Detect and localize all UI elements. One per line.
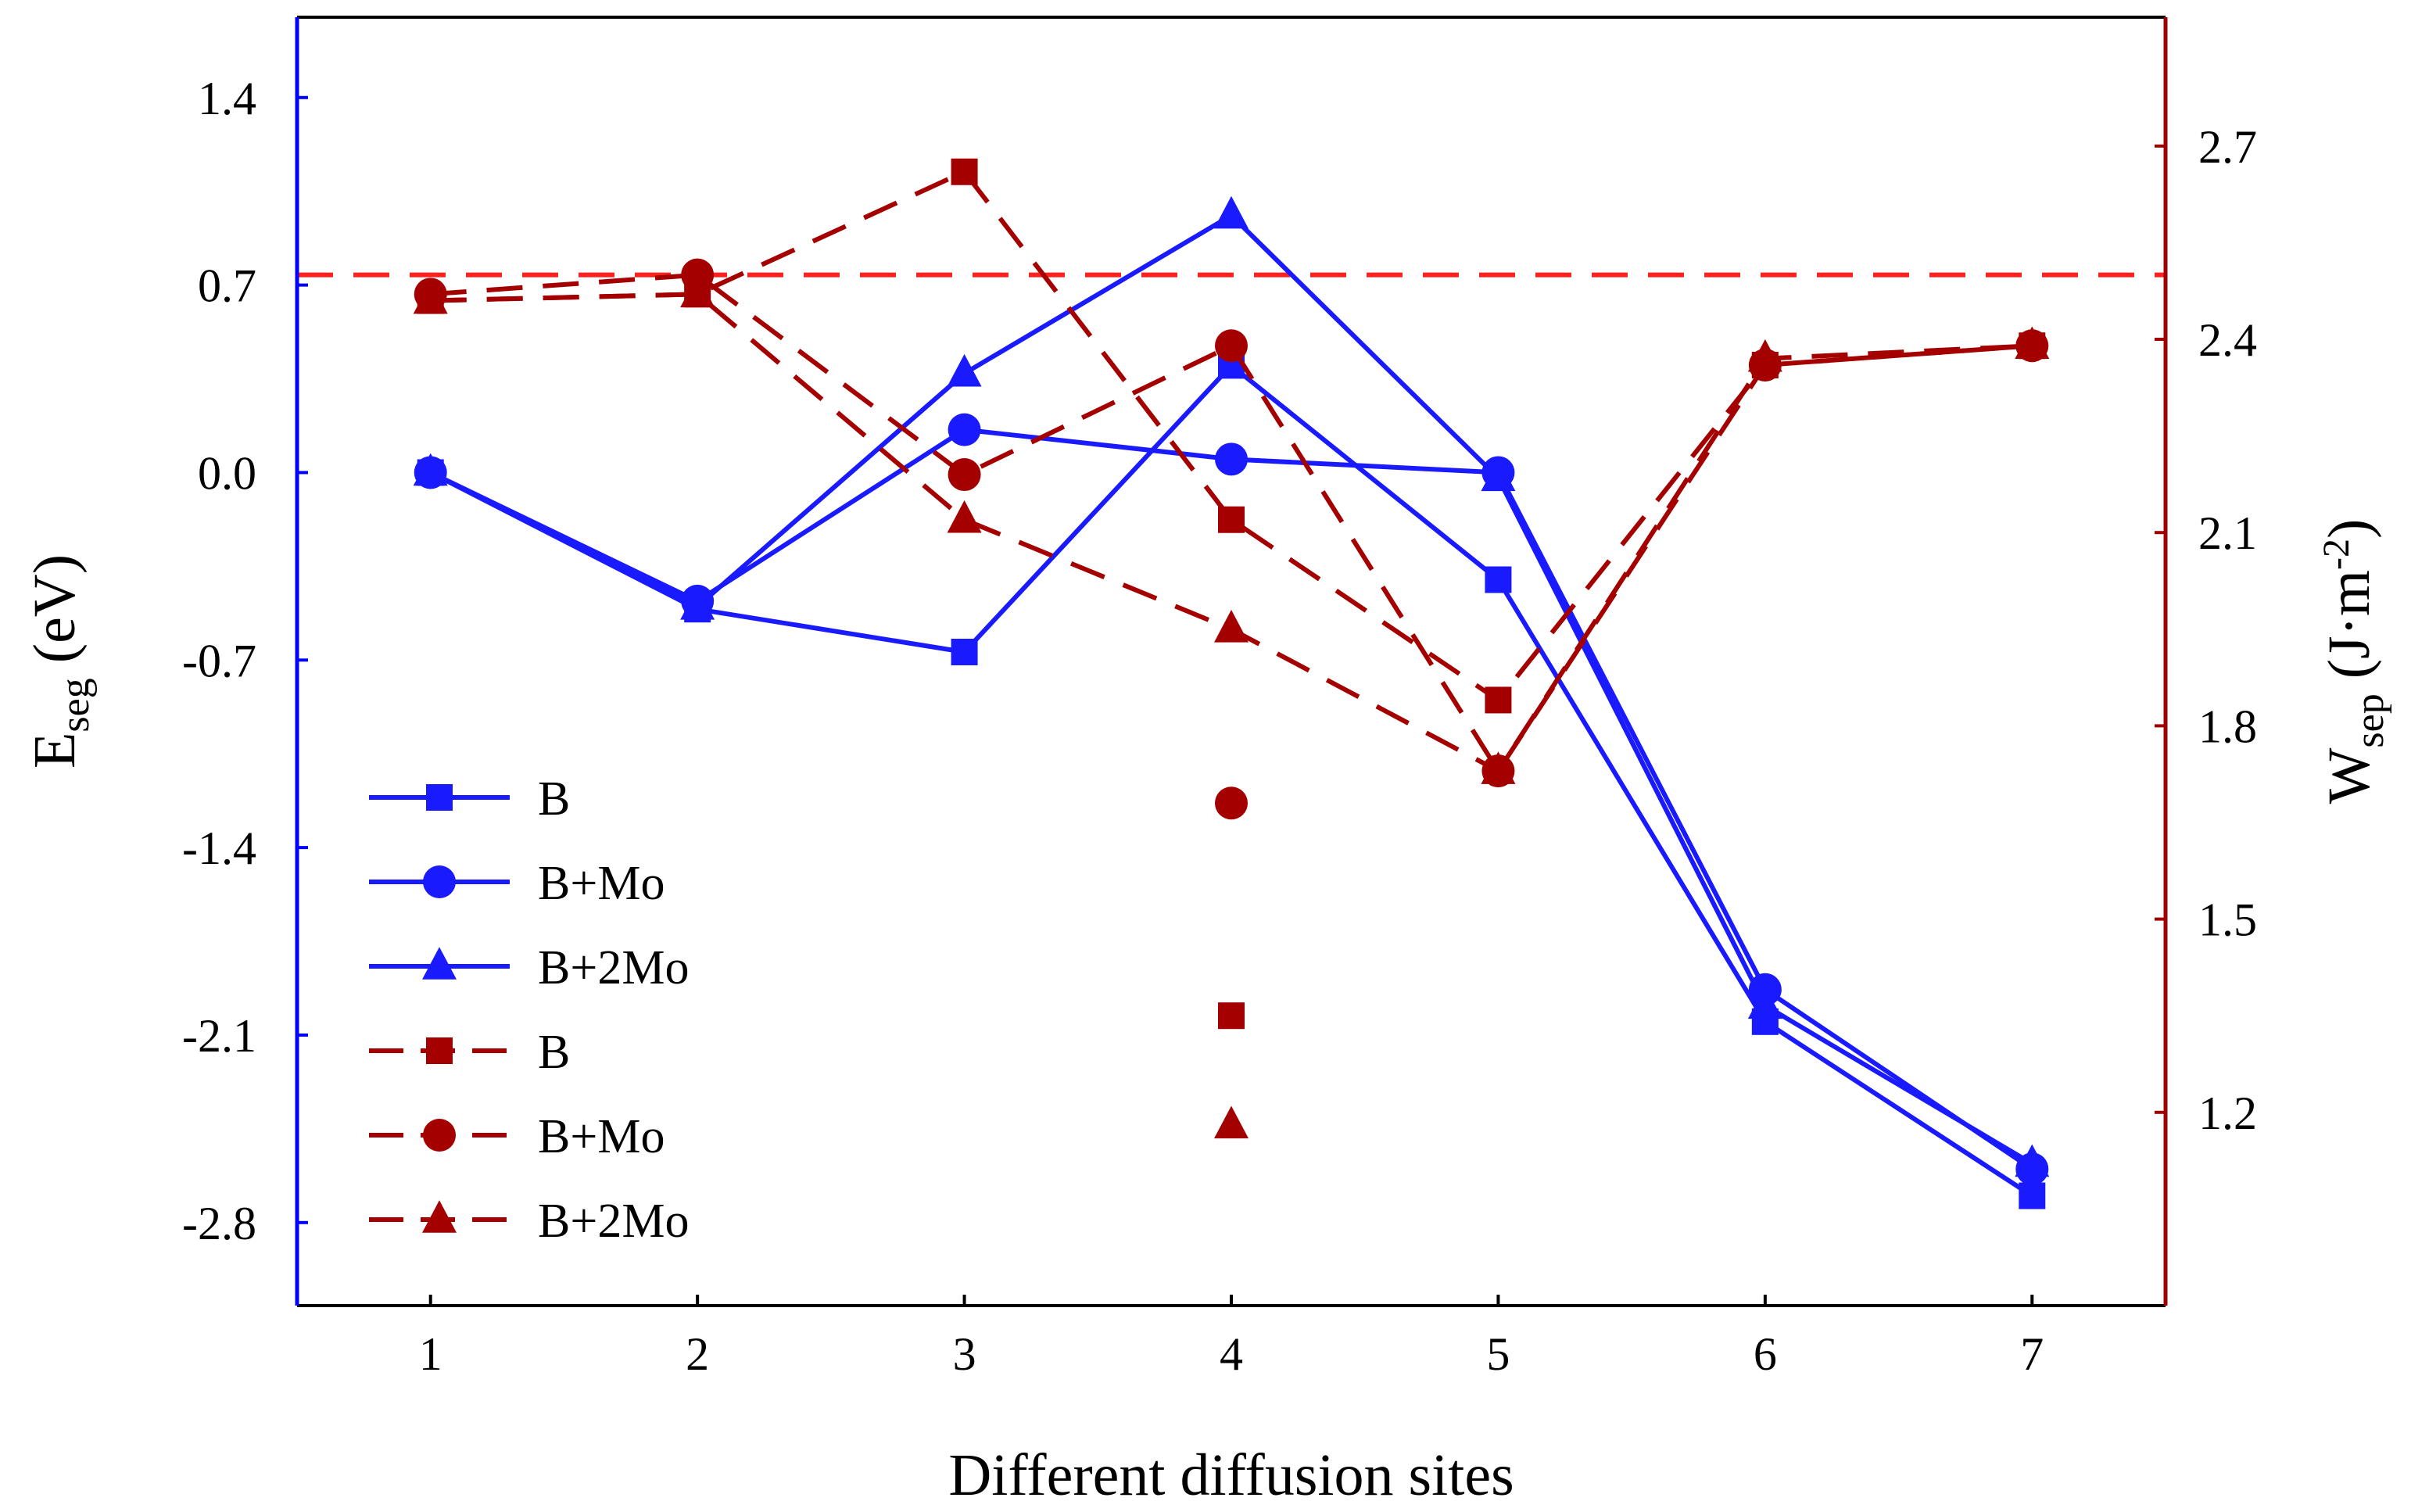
left-axis-title-sub: seg xyxy=(53,678,98,732)
wsep-b-plus-2mo-isolated-point xyxy=(1214,1105,1249,1139)
eseg-b-plus-2mo-point xyxy=(1481,458,1516,492)
left-tick-label: -1.4 xyxy=(182,822,256,874)
x-tick-label: 5 xyxy=(1486,1328,1510,1380)
wsep-b-plus-2mo-point xyxy=(413,281,448,314)
left-tick-label: -0.7 xyxy=(182,635,256,686)
wsep-b-plus-mo-isolated-point xyxy=(1215,786,1248,820)
right-axis-title-sup: -2 xyxy=(2316,539,2357,570)
wsep-b-plus-mo-point xyxy=(1215,329,1248,363)
wsep-b-plus-2mo-point xyxy=(947,500,982,533)
left-tick-label: -2.8 xyxy=(182,1198,256,1249)
right-tick-label: 2.1 xyxy=(2198,507,2257,559)
wsep-b-isolated-point xyxy=(1218,1002,1245,1030)
right-axis-title-main: W xyxy=(2316,747,2382,804)
right-axis-title-unit: (J·m xyxy=(2316,570,2382,693)
eseg-b-plus-2mo-point xyxy=(1747,986,1782,1019)
left-axis-title-unit: (eV) xyxy=(22,554,88,678)
wsep-b-plus-2mo-point xyxy=(680,274,715,308)
legend-marker-eseg-b xyxy=(426,784,453,811)
eseg-b-plus-2mo-point xyxy=(413,453,448,486)
legend-marker-wsep-b xyxy=(426,1037,453,1064)
eseg-b-point xyxy=(951,639,978,666)
legend-label: B+Mo xyxy=(538,857,665,910)
wsep-b-point xyxy=(1218,506,1245,533)
x-tick-label: 7 xyxy=(2020,1328,2044,1380)
legend-label: B xyxy=(538,772,570,826)
series-layer xyxy=(413,158,2050,1209)
eseg-b-plus-2mo-point xyxy=(1214,195,1249,229)
wsep-b-plus-2mo-point xyxy=(1214,610,1249,643)
x-tick-label: 6 xyxy=(1754,1328,1777,1380)
legend-label: B+Mo xyxy=(538,1110,665,1163)
eseg-b-plus-2mo-point xyxy=(2015,1144,2050,1177)
right-tick-label: 1.8 xyxy=(2198,700,2257,752)
tick-layer: 1 2 3 4 5 6 7 1.4 0.7 0.0 -0.7 -1.4 -2.1 -2.8 2.7 2.4 2.… xyxy=(182,73,2257,1380)
left-tick-label: 0.0 xyxy=(198,447,256,499)
left-tick-label: 0.7 xyxy=(198,260,256,312)
legend: B B+Mo B+2Mo B B+Mo B+2Mo xyxy=(369,772,689,1248)
wsep-b-plus-2mo-point xyxy=(1481,751,1516,784)
x-tick-label: 4 xyxy=(1220,1328,1243,1380)
legend-marker-eseg-b-plus-2mo xyxy=(422,947,457,980)
right-axis-title: Wsep (J·m-2) xyxy=(2316,519,2392,804)
legend-marker-wsep-b-plus-mo xyxy=(423,1119,456,1152)
eseg-b-point xyxy=(1485,566,1512,593)
eseg-b-plus-mo-point xyxy=(948,413,981,446)
x-axis-title: Different diffusion sites xyxy=(948,1442,1514,1508)
right-axis-title-close: ) xyxy=(2316,519,2382,539)
eseg-b-point xyxy=(2019,1182,2046,1209)
x-tick-label: 2 xyxy=(686,1328,709,1380)
eseg-b-plus-2mo-point xyxy=(947,353,982,387)
x-tick-label: 1 xyxy=(419,1328,442,1380)
left-tick-label: -2.1 xyxy=(182,1010,256,1062)
eseg-b-plus-mo-point xyxy=(1215,442,1248,476)
legend-marker-eseg-b-plus-mo xyxy=(423,865,456,898)
left-axis-title-main: E xyxy=(22,733,88,769)
eseg-b-plus-2mo-point xyxy=(680,586,715,620)
legend-label: B xyxy=(538,1026,570,1079)
wsep-b-plus-2mo-point xyxy=(2015,326,2050,360)
right-tick-label: 2.7 xyxy=(2198,121,2257,173)
left-axis-title: Eseg (eV) xyxy=(22,554,98,769)
right-tick-label: 1.5 xyxy=(2198,894,2257,946)
wsep-b-plus-2mo-point xyxy=(1747,339,1782,372)
right-tick-label: 2.4 xyxy=(2198,314,2257,366)
wsep-b-point xyxy=(951,158,978,185)
x-tick-label: 3 xyxy=(953,1328,976,1380)
legend-label: B+2Mo xyxy=(538,1195,689,1248)
legend-marker-wsep-b-plus-2mo xyxy=(422,1200,457,1233)
wsep-b-point xyxy=(1485,686,1512,714)
wsep-b-plus-mo-point xyxy=(948,458,981,492)
right-axis-title-sub: sep xyxy=(2348,693,2392,747)
right-tick-label: 1.2 xyxy=(2198,1087,2257,1139)
left-tick-label: 1.4 xyxy=(198,73,256,124)
legend-label: B+2Mo xyxy=(538,941,689,994)
